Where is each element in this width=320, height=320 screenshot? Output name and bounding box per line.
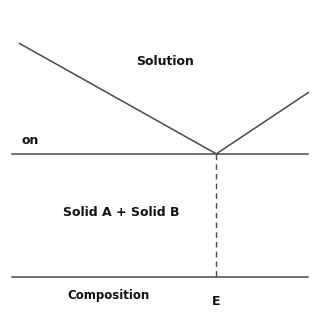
Text: on: on — [22, 133, 39, 147]
Text: Composition: Composition — [68, 289, 150, 302]
Text: Solid A + Solid B: Solid A + Solid B — [63, 206, 180, 219]
Text: Solution: Solution — [136, 55, 194, 68]
Text: E: E — [212, 295, 220, 308]
